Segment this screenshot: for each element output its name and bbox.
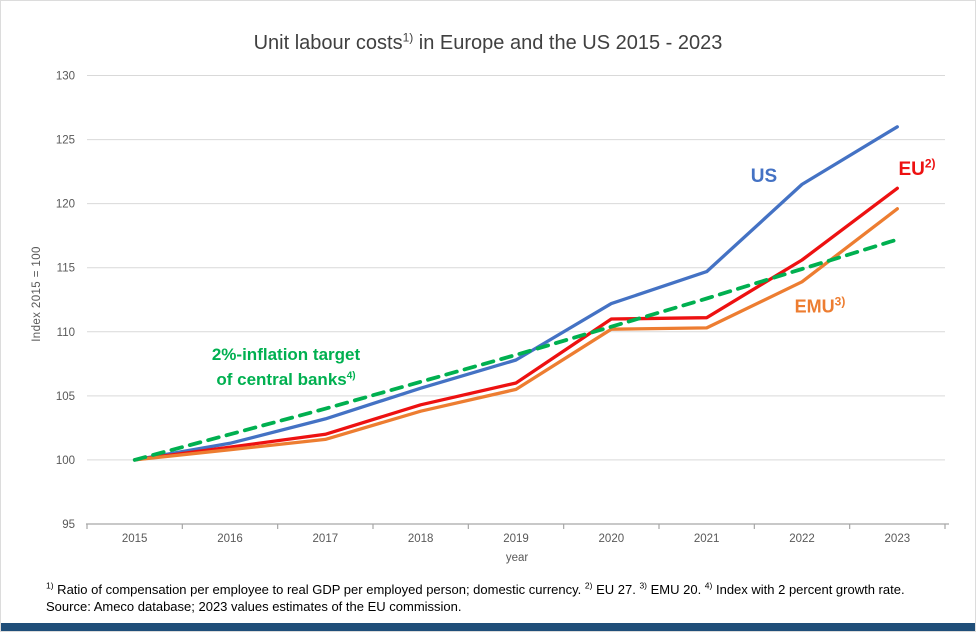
x-tick-label-2019: 2019	[503, 533, 529, 545]
footnote-superscript: 1)	[46, 580, 54, 591]
series-label-emu-text: EMU	[794, 296, 835, 317]
y-axis-title: Index 2015 = 100	[31, 246, 43, 342]
footnote-superscript: 4)	[704, 580, 713, 591]
x-tick-label-2016: 2016	[217, 533, 243, 545]
footnotes: 1) Ratio of compensation per employee to…	[46, 581, 905, 615]
x-tick-label-2017: 2017	[313, 533, 339, 545]
series-label-eu: EU2)	[898, 156, 936, 181]
footnote-superscript: 2)	[584, 580, 593, 591]
series-label-eu-superscript: 2)	[924, 156, 936, 171]
footnote-line-1: 1) Ratio of compensation per employee to…	[46, 580, 905, 597]
y-tick-label-110: 110	[57, 327, 75, 339]
chart-title-text-2: in Europe and the US 2015 - 2023	[413, 32, 723, 54]
footnote-line-2: Source: Ameco database; 2023 values esti…	[46, 599, 462, 614]
inflation-target-annotation: 2%-inflation target of central banks4)	[212, 342, 360, 392]
y-tick-label-125: 125	[56, 135, 75, 147]
y-tick-label-100: 100	[56, 455, 75, 467]
x-tick-label-2015: 2015	[122, 533, 148, 545]
chart-title-superscript: 1)	[402, 30, 414, 45]
series-line-us	[133, 125, 899, 462]
y-tick-label-105: 105	[56, 391, 75, 403]
x-tick-label-2023: 2023	[885, 533, 911, 545]
x-tick-label-2022: 2022	[789, 533, 815, 545]
inflation-target-annotation-superscript: 4)	[346, 370, 356, 382]
x-tick-label-2021: 2021	[694, 533, 720, 545]
series-line-emu	[133, 207, 899, 462]
y-tick-label-95: 95	[62, 519, 75, 531]
chart-title: Unit labour costs1) in Europe and the US…	[1, 30, 975, 55]
series-label-emu: EMU3)	[794, 294, 846, 318]
series-label-us-text: US	[750, 166, 778, 187]
series-label-emu-superscript: 3)	[834, 294, 846, 309]
bottom-accent-bar	[1, 623, 975, 631]
series-line-eu	[133, 186, 899, 462]
series-label-eu-text: EU	[898, 159, 925, 180]
footnote-superscript: 3)	[639, 580, 647, 591]
inflation-target-annotation-line2: of central banks4)	[212, 367, 360, 392]
y-tick-label-130: 130	[56, 71, 75, 83]
series-label-us: US	[751, 166, 777, 188]
y-tick-label-115: 115	[57, 263, 75, 275]
inflation-target-annotation-line1: 2%-inflation target	[211, 345, 361, 364]
inflation-target-annotation-line2-text: of central banks	[216, 370, 347, 389]
x-tick-label-2020: 2020	[599, 533, 625, 545]
x-tick-label-2018: 2018	[408, 533, 434, 545]
x-axis-title: year	[505, 552, 529, 564]
series-line-2-inflation-target	[132, 237, 900, 462]
y-tick-label-120: 120	[56, 199, 75, 211]
chart-title-text: Unit labour costs	[253, 32, 403, 54]
